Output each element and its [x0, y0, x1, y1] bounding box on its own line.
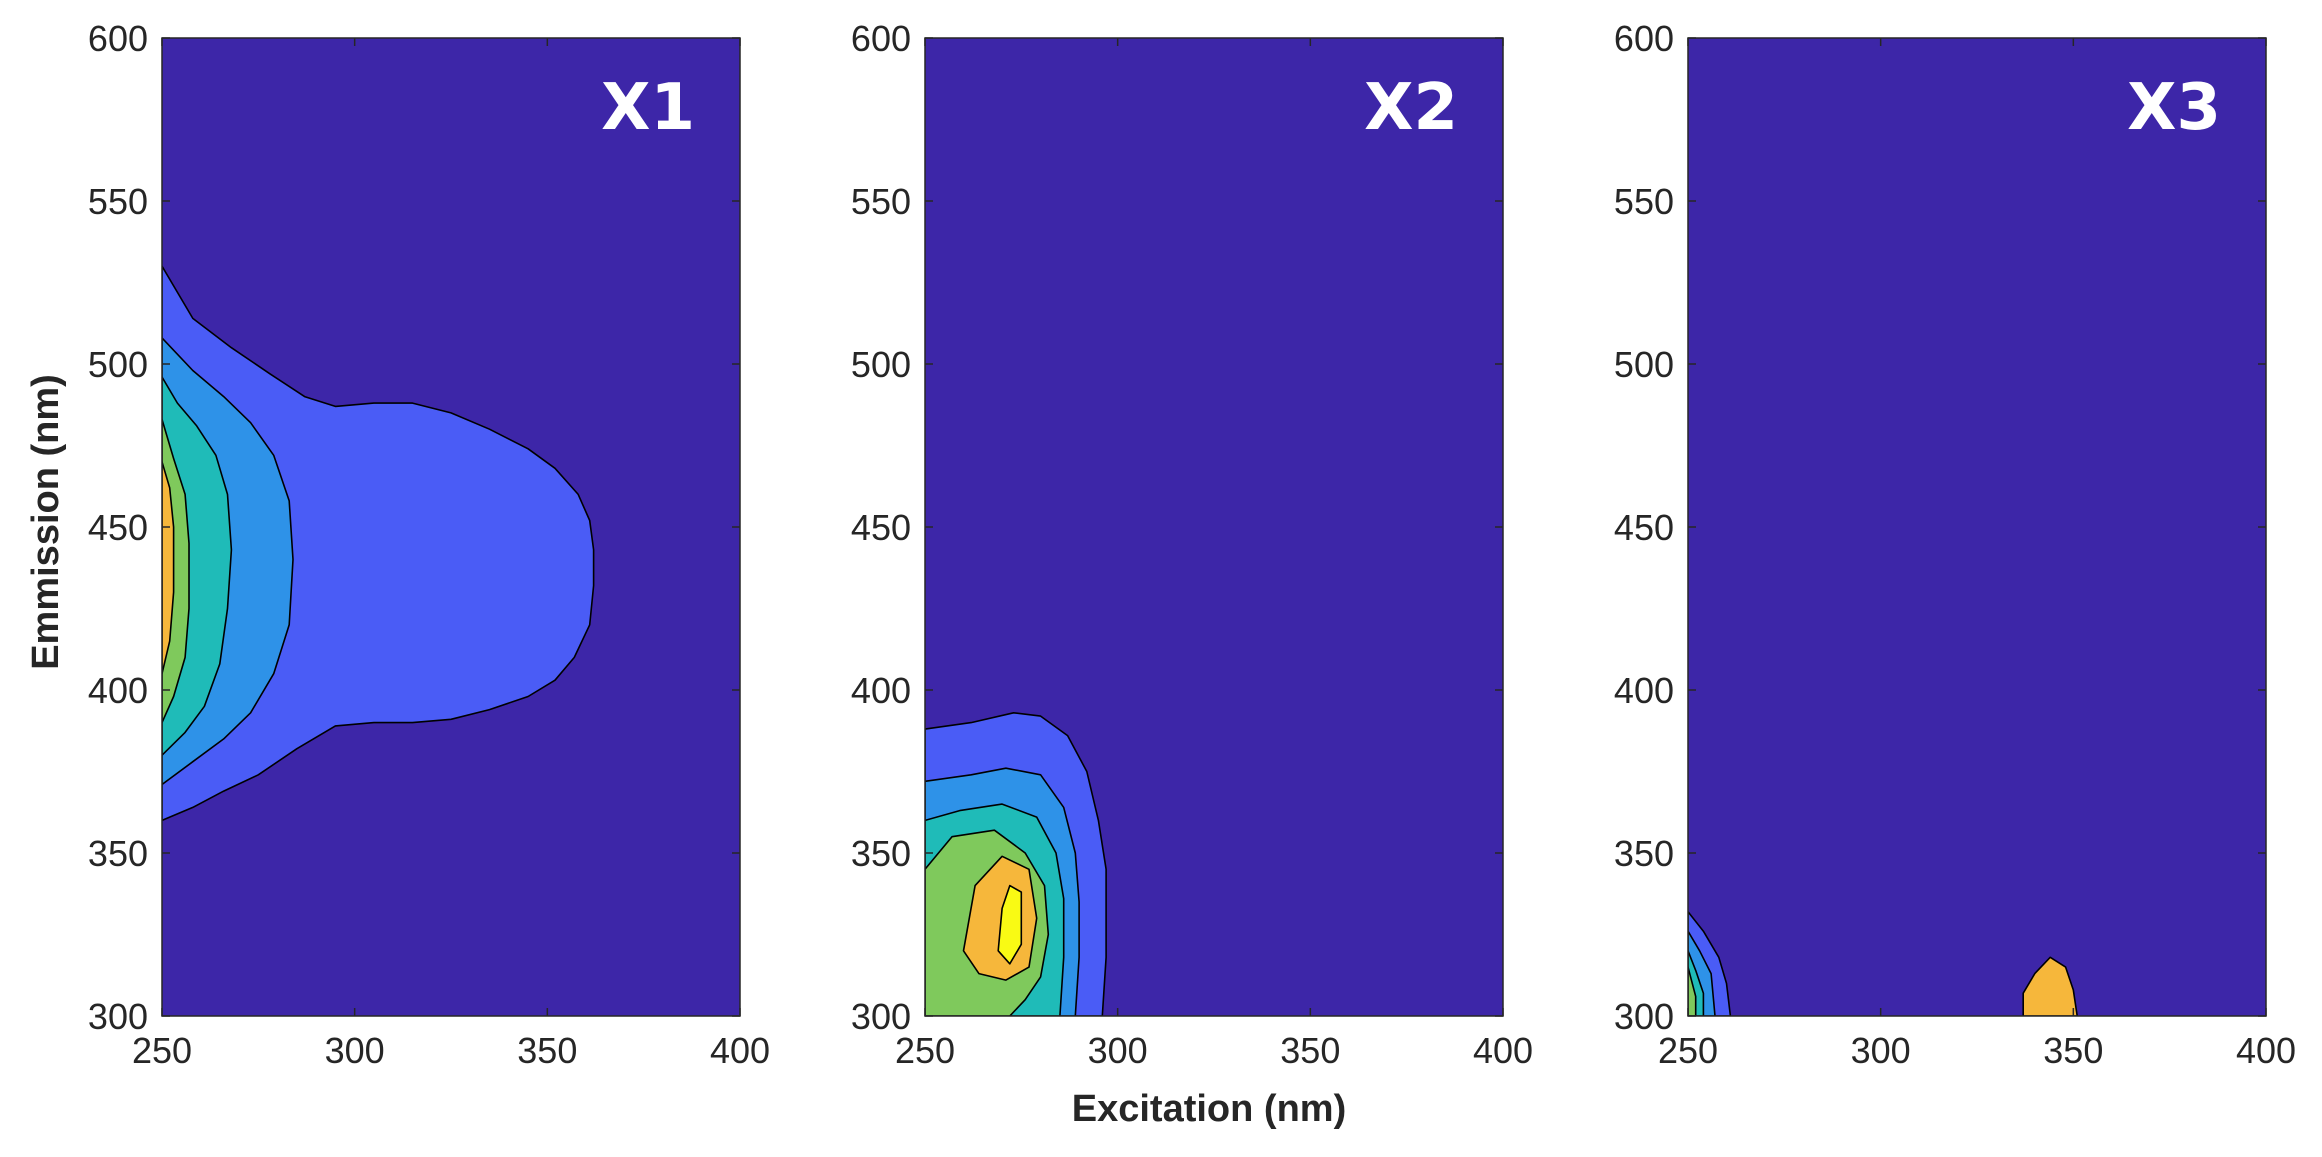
- y-tick-label: 600: [851, 18, 911, 59]
- y-tick-label: 550: [851, 181, 911, 222]
- y-tick-label: 450: [1614, 507, 1674, 548]
- panel-title: X1: [601, 71, 695, 145]
- plot-area-x3: [1688, 38, 2266, 1016]
- y-tick-label: 500: [88, 344, 148, 385]
- y-axis-label: Emmission (nm): [25, 374, 67, 670]
- y-tick-label: 550: [1614, 181, 1674, 222]
- x-tick-label: 250: [1658, 1030, 1718, 1071]
- x-tick-label: 350: [517, 1030, 577, 1071]
- x-tick-label: 300: [325, 1030, 385, 1071]
- contour-level-4: [1688, 966, 1697, 1016]
- x-tick-label: 300: [1851, 1030, 1911, 1071]
- contour-level-6: [997, 884, 1023, 965]
- x-tick-label: 400: [2236, 1030, 2296, 1071]
- y-tick-label: 450: [851, 507, 911, 548]
- contour-level-5: [162, 460, 175, 675]
- x-tick-label: 400: [710, 1030, 770, 1071]
- y-tick-label: 450: [88, 507, 148, 548]
- x-tick-label: 350: [2043, 1030, 2103, 1071]
- y-tick-label: 300: [88, 996, 148, 1037]
- y-tick-label: 400: [1614, 670, 1674, 711]
- x-tick-label: 350: [1280, 1030, 1340, 1071]
- x-axis-label: Excitation (nm): [1072, 1088, 1346, 1130]
- y-tick-label: 350: [88, 833, 148, 874]
- panel-title: X3: [2127, 71, 2221, 145]
- y-tick-label: 400: [851, 670, 911, 711]
- y-tick-label: 600: [1614, 18, 1674, 59]
- y-tick-label: 600: [88, 18, 148, 59]
- y-tick-label: 500: [1614, 344, 1674, 385]
- y-tick-label: 350: [1614, 833, 1674, 874]
- y-tick-label: 300: [851, 996, 911, 1037]
- y-tick-label: 300: [1614, 996, 1674, 1037]
- contour-level-1: [162, 265, 595, 822]
- y-tick-label: 400: [88, 670, 148, 711]
- contour-level-5: [2022, 956, 2078, 1016]
- y-tick-label: 500: [851, 344, 911, 385]
- x-tick-label: 250: [895, 1030, 955, 1071]
- y-tick-label: 550: [88, 181, 148, 222]
- panel-title: X2: [1364, 71, 1458, 145]
- y-tick-label: 350: [851, 833, 911, 874]
- x-tick-label: 400: [1473, 1030, 1533, 1071]
- x-tick-label: 250: [132, 1030, 192, 1071]
- x-tick-label: 300: [1088, 1030, 1148, 1071]
